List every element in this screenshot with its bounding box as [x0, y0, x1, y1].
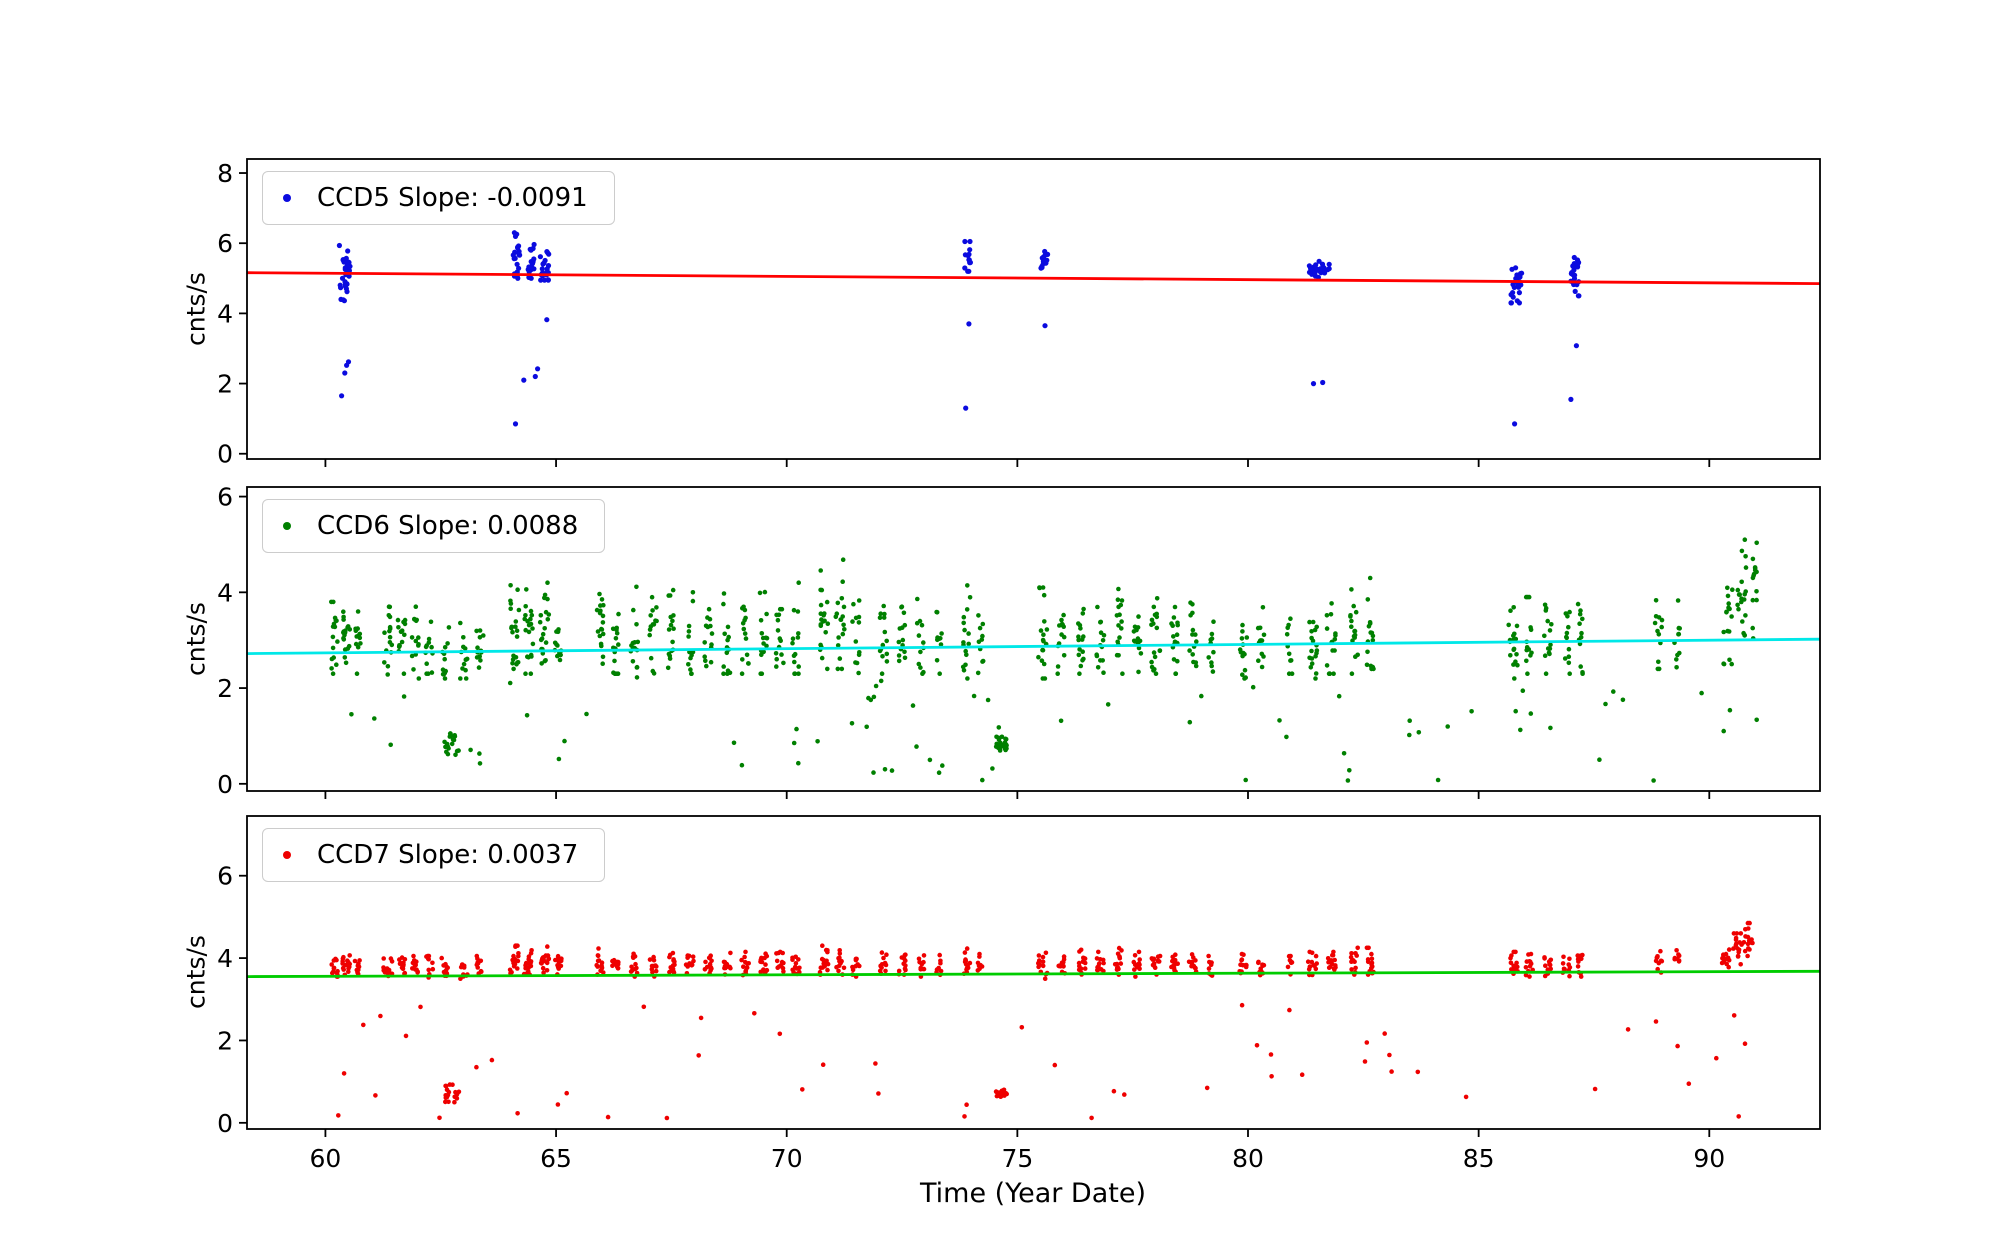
ccd7-legend: CCD7 Slope: 0.0037: [262, 828, 606, 882]
svg-text:2: 2: [217, 370, 233, 399]
svg-text:70: 70: [771, 1144, 803, 1173]
svg-text:0: 0: [217, 770, 233, 799]
ccd6-legend: CCD6 Slope: 0.0088: [262, 499, 606, 553]
ccd7-legend-label: CCD7 Slope: 0.0037: [317, 840, 579, 870]
x-axis-label: Time (Year Date): [919, 1178, 1147, 1209]
svg-text:2: 2: [217, 674, 233, 703]
svg-text:4: 4: [217, 944, 233, 973]
svg-text:2: 2: [217, 1026, 233, 1055]
ccd6-legend-label: CCD6 Slope: 0.0088: [317, 511, 579, 541]
ccd7-y-axis-label: cnts/s: [181, 935, 211, 1009]
svg-text:6: 6: [217, 229, 233, 258]
ccd7-legend-marker-icon: [283, 851, 291, 859]
svg-text:0: 0: [217, 1109, 233, 1138]
svg-text:6: 6: [217, 862, 233, 891]
svg-text:6: 6: [217, 483, 233, 512]
ccd5-legend: CCD5 Slope: -0.0091: [262, 171, 615, 225]
ccd5-y-axis-label: cnts/s: [181, 272, 211, 346]
svg-text:65: 65: [540, 1144, 572, 1173]
svg-text:75: 75: [1001, 1144, 1033, 1173]
svg-text:60: 60: [310, 1144, 342, 1173]
ccd6-legend-marker-icon: [283, 522, 291, 530]
svg-text:4: 4: [217, 299, 233, 328]
svg-text:85: 85: [1463, 1144, 1495, 1173]
ccd5-legend-marker-icon: [283, 194, 291, 202]
svg-text:80: 80: [1232, 1144, 1264, 1173]
svg-text:8: 8: [217, 159, 233, 188]
ccd5-legend-label: CCD5 Slope: -0.0091: [317, 183, 588, 213]
svg-text:90: 90: [1693, 1144, 1725, 1173]
svg-text:0: 0: [217, 440, 233, 469]
ccd6-y-axis-label: cnts/s: [181, 602, 211, 676]
svg-text:4: 4: [217, 578, 233, 607]
